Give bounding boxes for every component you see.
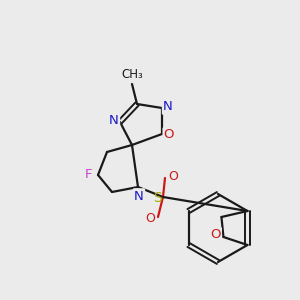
- Text: CH₃: CH₃: [121, 68, 143, 82]
- Text: F: F: [84, 167, 92, 181]
- Text: O: O: [168, 170, 178, 184]
- Text: N: N: [163, 100, 173, 113]
- Text: S: S: [153, 191, 161, 205]
- Text: O: O: [210, 229, 221, 242]
- Text: N: N: [109, 115, 119, 128]
- Text: O: O: [164, 128, 174, 142]
- Text: O: O: [145, 212, 155, 224]
- Text: N: N: [134, 190, 144, 202]
